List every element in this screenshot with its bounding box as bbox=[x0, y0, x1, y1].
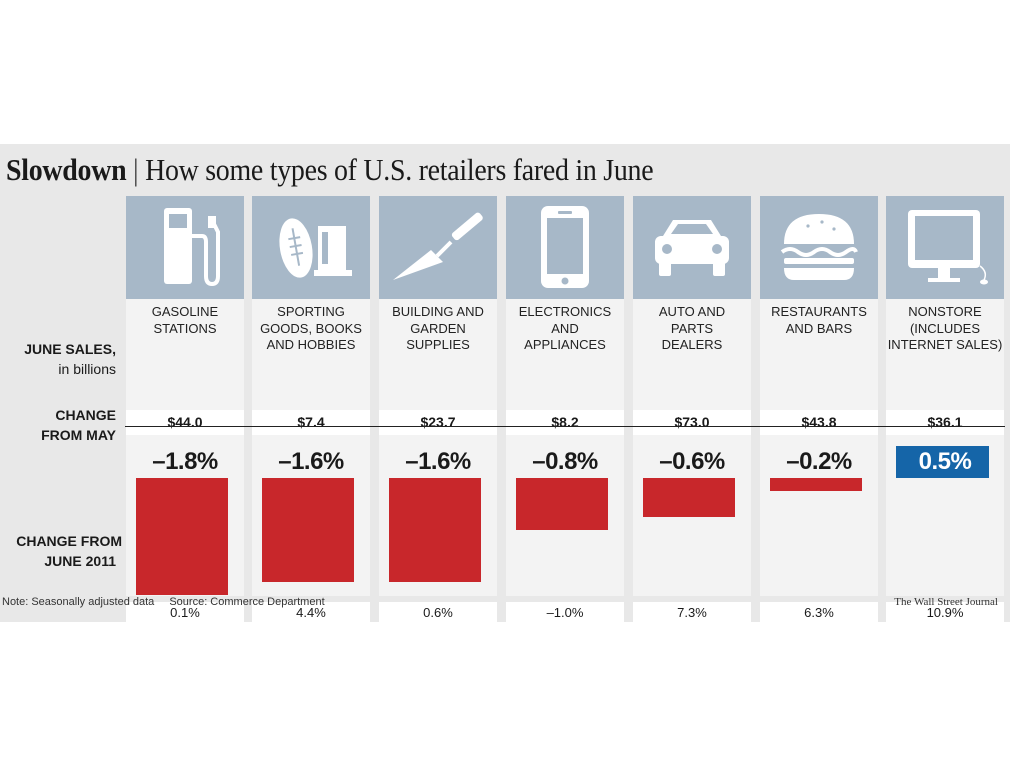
sales-cell-background bbox=[252, 410, 370, 435]
bar-positive bbox=[896, 446, 989, 478]
footnote-source: Source: Commerce Department bbox=[169, 596, 325, 608]
category-label: SPORTING GOODS, BOOKS AND HOBBIES bbox=[260, 304, 362, 352]
change-from-june-2011-label: 4.4% bbox=[296, 605, 326, 620]
row-label-change-period: FROM MAY bbox=[41, 427, 116, 443]
row-label-change: CHANGE bbox=[55, 407, 116, 423]
change-from-june-2011-label: 10.9% bbox=[926, 605, 964, 620]
category-label: RESTAURANTS AND BARS bbox=[771, 304, 867, 336]
publisher-credit: The Wall Street Journal bbox=[894, 596, 998, 608]
burger-icon bbox=[760, 196, 878, 299]
change-from-june-2011-label: 7.3% bbox=[677, 605, 707, 620]
title-text: How some types of U.S. retailers fared i… bbox=[145, 152, 654, 187]
yoy-cell-background bbox=[379, 602, 497, 622]
sales-value-label: $36.1 bbox=[927, 414, 963, 430]
bar-negative bbox=[136, 478, 228, 595]
category-label: NONSTORE (INCLUDES INTERNET SALES) bbox=[887, 304, 1003, 352]
change-from-june-2011-label: 0.6% bbox=[423, 605, 453, 620]
title-separator: | bbox=[133, 152, 139, 187]
sales-cell-background bbox=[126, 410, 244, 435]
footnote-note: Note: Seasonally adjusted data bbox=[2, 596, 155, 608]
category-column: GASOLINE STATIONS $44.0 –1.8% 0.1% bbox=[126, 196, 244, 622]
sales-cell-background bbox=[379, 410, 497, 435]
bar-negative bbox=[262, 478, 354, 582]
car-icon bbox=[633, 196, 751, 299]
row-label-sales: JUNE SALES, bbox=[24, 341, 116, 357]
sales-cell-background bbox=[886, 410, 1004, 435]
change-from-may-label: –0.8% bbox=[532, 448, 598, 475]
bar-negative bbox=[389, 478, 481, 582]
bar-negative bbox=[770, 478, 862, 491]
sales-cell-background bbox=[633, 410, 751, 435]
category-label: AUTO AND PARTS DEALERS bbox=[658, 304, 726, 352]
sales-value-label: $73.0 bbox=[674, 414, 710, 430]
bar-negative bbox=[516, 478, 608, 530]
sales-cell-background bbox=[760, 410, 878, 435]
yoy-cell-background bbox=[886, 602, 1004, 622]
sales-value-label: $8.2 bbox=[551, 414, 579, 430]
category-column: SPORTING GOODS, BOOKS AND HOBBIES $7.4 –1.6%… bbox=[252, 196, 370, 622]
zero-baseline bbox=[125, 426, 1005, 427]
change-from-may-label: –1.8% bbox=[152, 448, 218, 475]
category-column: BUILDING AND GARDEN SUPPLIES $23.7 –1.6% 0.6% bbox=[379, 196, 497, 622]
sales-value-label: $23.7 bbox=[420, 414, 456, 430]
change-from-may-label: –1.6% bbox=[278, 448, 344, 475]
sales-cell-background bbox=[506, 410, 624, 435]
category-column: RESTAURANTS AND BARS $43.8 –0.2% 6.3% bbox=[760, 196, 878, 622]
yoy-cell-background bbox=[633, 602, 751, 622]
football-book-icon bbox=[252, 196, 370, 299]
footnote: Note: Seasonally adjusted data Source: C… bbox=[2, 596, 325, 608]
row-label-sales-unit: in billions bbox=[58, 361, 116, 377]
category-column: ELECTRONICS AND APPLIANCES $8.2 –0.8% –1.0% bbox=[506, 196, 624, 622]
chart-title: Slowdown | How some types of U.S. retail… bbox=[6, 150, 654, 190]
trowel-icon bbox=[379, 196, 497, 299]
change-from-may-label: –0.6% bbox=[659, 448, 725, 475]
change-from-june-2011-label: 6.3% bbox=[804, 605, 834, 620]
change-from-june-2011-label: –1.0% bbox=[546, 605, 584, 620]
change-from-may-label: 0.5% bbox=[918, 448, 972, 475]
computer-monitor-icon bbox=[886, 196, 1004, 299]
category-label: BUILDING AND GARDEN SUPPLIES bbox=[392, 304, 484, 352]
sales-value-label: $7.4 bbox=[297, 414, 325, 430]
change-from-may-label: –1.6% bbox=[405, 448, 471, 475]
smartphone-icon bbox=[506, 196, 624, 299]
category-column: AUTO AND PARTS DEALERS $73.0 –0.6% 7.3% bbox=[633, 196, 751, 622]
category-label: GASOLINE STATIONS bbox=[151, 304, 219, 336]
gas-pump-icon bbox=[126, 196, 244, 299]
yoy-cell-background bbox=[252, 602, 370, 622]
sales-value-label: $44.0 bbox=[167, 414, 203, 430]
change-from-june-2011-label: 0.1% bbox=[170, 605, 200, 620]
infographic: Slowdown | How some types of U.S. retail… bbox=[0, 144, 1010, 622]
bar-negative bbox=[643, 478, 735, 517]
change-from-may-label: –0.2% bbox=[786, 448, 852, 475]
category-label: ELECTRONICS AND APPLIANCES bbox=[518, 304, 612, 352]
yoy-cell-background bbox=[126, 602, 244, 622]
title-bold: Slowdown bbox=[6, 152, 127, 187]
yoy-cell-background bbox=[760, 602, 878, 622]
category-column: NONSTORE (INCLUDES INTERNET SALES) $36.1 0.5… bbox=[886, 196, 1004, 622]
row-label-yoy: CHANGE FROM bbox=[16, 533, 122, 549]
row-label-yoy-period: JUNE 2011 bbox=[44, 553, 116, 569]
sales-value-label: $43.8 bbox=[801, 414, 837, 430]
yoy-cell-background bbox=[506, 602, 624, 622]
